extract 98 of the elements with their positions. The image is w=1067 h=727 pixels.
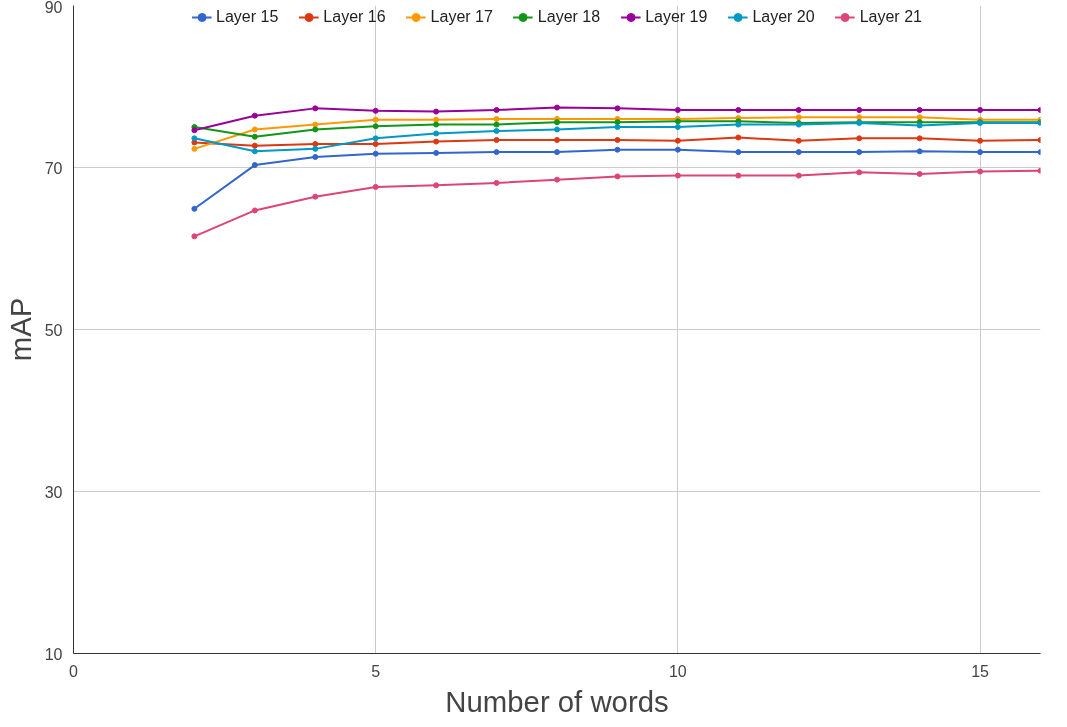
- point: [795, 114, 802, 121]
- point: [191, 145, 198, 152]
- point: [614, 173, 621, 180]
- point: [251, 207, 258, 214]
- point: [554, 119, 560, 126]
- legend-label: Layer 18: [537, 8, 601, 26]
- point: [493, 106, 500, 113]
- point: [493, 115, 500, 122]
- legend-label: Layer 20: [752, 8, 815, 26]
- point: [312, 145, 319, 152]
- y-tick-label: 30: [44, 483, 63, 501]
- point: [674, 106, 681, 113]
- point: [493, 121, 500, 128]
- x-tick-label: 0: [69, 662, 79, 680]
- point: [856, 106, 863, 113]
- point: [372, 107, 379, 114]
- point: [554, 126, 560, 133]
- x-tick-label: 10: [668, 662, 687, 680]
- point: [251, 148, 258, 155]
- point: [916, 114, 923, 121]
- legend-label: Layer 15: [216, 8, 279, 26]
- x-tick-label: 5: [371, 662, 381, 680]
- point: [856, 114, 863, 121]
- legend-label: Layer 16: [323, 8, 386, 26]
- point: [312, 105, 319, 112]
- point: [251, 133, 258, 140]
- point: [674, 124, 681, 130]
- point: [433, 121, 440, 128]
- point: [251, 162, 258, 169]
- point: [795, 149, 802, 156]
- point: [312, 121, 319, 128]
- point: [795, 106, 802, 113]
- point: [372, 183, 379, 190]
- point: [916, 106, 923, 113]
- point: [916, 148, 923, 155]
- point: [251, 126, 258, 133]
- point: [674, 172, 681, 179]
- point: [977, 106, 984, 113]
- legend-label: Layer 17: [430, 8, 493, 26]
- point: [251, 112, 258, 119]
- point: [191, 205, 198, 212]
- point: [433, 130, 440, 137]
- point: [674, 146, 681, 153]
- y-tick-label: 90: [44, 0, 63, 16]
- point: [735, 134, 742, 141]
- point: [735, 172, 742, 179]
- point: [554, 149, 560, 156]
- point: [856, 149, 863, 156]
- point: [433, 108, 440, 115]
- point: [493, 128, 500, 135]
- point: [191, 127, 198, 134]
- point: [312, 193, 319, 200]
- point: [493, 136, 500, 143]
- x-axis-title: Number of words: [445, 684, 669, 718]
- point: [674, 137, 681, 144]
- point: [554, 136, 560, 143]
- y-tick-label: 50: [44, 321, 63, 339]
- y-axis-title: mAP: [3, 297, 37, 362]
- point: [312, 126, 319, 133]
- y-tick-label: 70: [44, 159, 63, 177]
- point: [433, 138, 440, 145]
- point: [372, 116, 379, 123]
- point: [614, 146, 621, 153]
- point: [433, 182, 440, 189]
- point: [493, 179, 500, 186]
- x-tick-label: 15: [971, 662, 990, 680]
- point: [614, 124, 621, 130]
- legend-label: Layer 21: [859, 8, 922, 26]
- point: [554, 176, 560, 183]
- point: [856, 135, 863, 142]
- point: [433, 116, 440, 123]
- point: [795, 137, 802, 144]
- point: [433, 149, 440, 156]
- legend-label: Layer 19: [645, 8, 708, 26]
- point: [735, 149, 742, 156]
- point: [191, 233, 198, 240]
- point: [916, 135, 923, 142]
- point: [916, 170, 923, 177]
- point: [977, 149, 984, 156]
- point: [312, 141, 319, 148]
- point: [554, 104, 560, 111]
- point: [372, 123, 379, 130]
- point: [977, 168, 984, 175]
- point: [372, 135, 379, 142]
- point: [614, 105, 621, 112]
- point: [977, 137, 984, 144]
- point: [614, 119, 621, 126]
- point: [312, 153, 319, 160]
- point: [856, 169, 863, 176]
- point: [735, 106, 742, 113]
- point: [614, 136, 621, 143]
- point: [372, 150, 379, 157]
- point: [251, 142, 258, 149]
- point: [191, 135, 198, 142]
- point: [493, 149, 500, 156]
- point: [372, 141, 379, 148]
- point: [795, 172, 802, 179]
- y-tick-label: 10: [44, 645, 63, 663]
